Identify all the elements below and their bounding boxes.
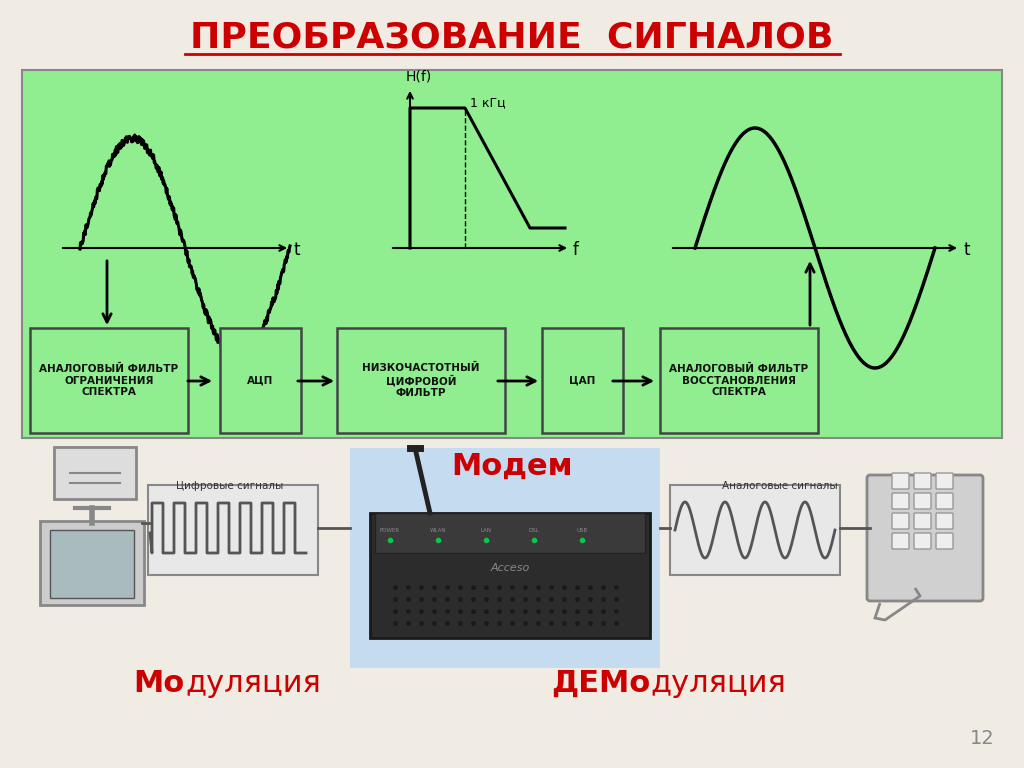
FancyBboxPatch shape: [892, 513, 909, 529]
FancyBboxPatch shape: [22, 70, 1002, 438]
Text: WLAN: WLAN: [430, 528, 446, 532]
FancyBboxPatch shape: [914, 513, 931, 529]
FancyBboxPatch shape: [40, 521, 144, 605]
Text: LAN: LAN: [480, 528, 492, 532]
FancyBboxPatch shape: [914, 533, 931, 549]
FancyBboxPatch shape: [914, 473, 931, 489]
Text: t: t: [963, 241, 970, 259]
Text: 1 кГц: 1 кГц: [470, 96, 506, 109]
Text: H(f): H(f): [406, 69, 432, 83]
Text: Мо: Мо: [134, 668, 185, 697]
Text: f: f: [573, 241, 579, 259]
FancyBboxPatch shape: [936, 473, 953, 489]
FancyBboxPatch shape: [936, 533, 953, 549]
Text: DSL: DSL: [528, 528, 540, 532]
FancyBboxPatch shape: [54, 447, 136, 499]
FancyBboxPatch shape: [914, 493, 931, 509]
FancyBboxPatch shape: [670, 485, 840, 575]
Text: НИЗКОЧАСТОТНЫЙ
ЦИФРОВОЙ
ФИЛЬТР: НИЗКОЧАСТОТНЫЙ ЦИФРОВОЙ ФИЛЬТР: [362, 363, 480, 398]
Text: дуляция: дуляция: [650, 668, 785, 697]
FancyBboxPatch shape: [148, 485, 318, 575]
Text: Аналоговые сигналы: Аналоговые сигналы: [722, 481, 838, 491]
FancyBboxPatch shape: [50, 530, 134, 598]
Text: 12: 12: [971, 729, 995, 747]
Text: USB: USB: [577, 528, 588, 532]
FancyBboxPatch shape: [867, 475, 983, 601]
Text: POWER: POWER: [380, 528, 400, 532]
FancyBboxPatch shape: [30, 328, 188, 433]
Text: ПРЕОБРАЗОВАНИЕ  СИГНАЛОВ: ПРЕОБРАЗОВАНИЕ СИГНАЛОВ: [190, 21, 834, 55]
Polygon shape: [370, 513, 650, 638]
FancyBboxPatch shape: [892, 533, 909, 549]
FancyBboxPatch shape: [936, 493, 953, 509]
FancyBboxPatch shape: [350, 448, 660, 668]
Text: Acceso: Acceso: [490, 563, 529, 573]
FancyBboxPatch shape: [542, 328, 623, 433]
FancyBboxPatch shape: [892, 493, 909, 509]
Text: Модем: Модем: [452, 452, 572, 481]
Polygon shape: [375, 513, 645, 553]
Text: АНАЛОГОВЫЙ ФИЛЬТР
ОГРАНИЧЕНИЯ
СПЕКТРА: АНАЛОГОВЫЙ ФИЛЬТР ОГРАНИЧЕНИЯ СПЕКТРА: [40, 364, 178, 397]
Text: АНАЛОГОВЫЙ ФИЛЬТР
ВОССТАНОВЛЕНИЯ
СПЕКТРА: АНАЛОГОВЫЙ ФИЛЬТР ВОССТАНОВЛЕНИЯ СПЕКТРА: [670, 364, 809, 397]
Text: дуляция: дуляция: [185, 668, 321, 697]
FancyBboxPatch shape: [660, 328, 818, 433]
FancyBboxPatch shape: [220, 328, 301, 433]
FancyBboxPatch shape: [936, 513, 953, 529]
FancyBboxPatch shape: [892, 473, 909, 489]
FancyBboxPatch shape: [337, 328, 505, 433]
Text: ЦАП: ЦАП: [569, 376, 596, 386]
Text: АЦП: АЦП: [248, 376, 273, 386]
Text: Цифровые сигналы: Цифровые сигналы: [176, 481, 284, 491]
Text: t: t: [293, 241, 299, 259]
Text: ДЕМо: ДЕМо: [551, 668, 650, 697]
